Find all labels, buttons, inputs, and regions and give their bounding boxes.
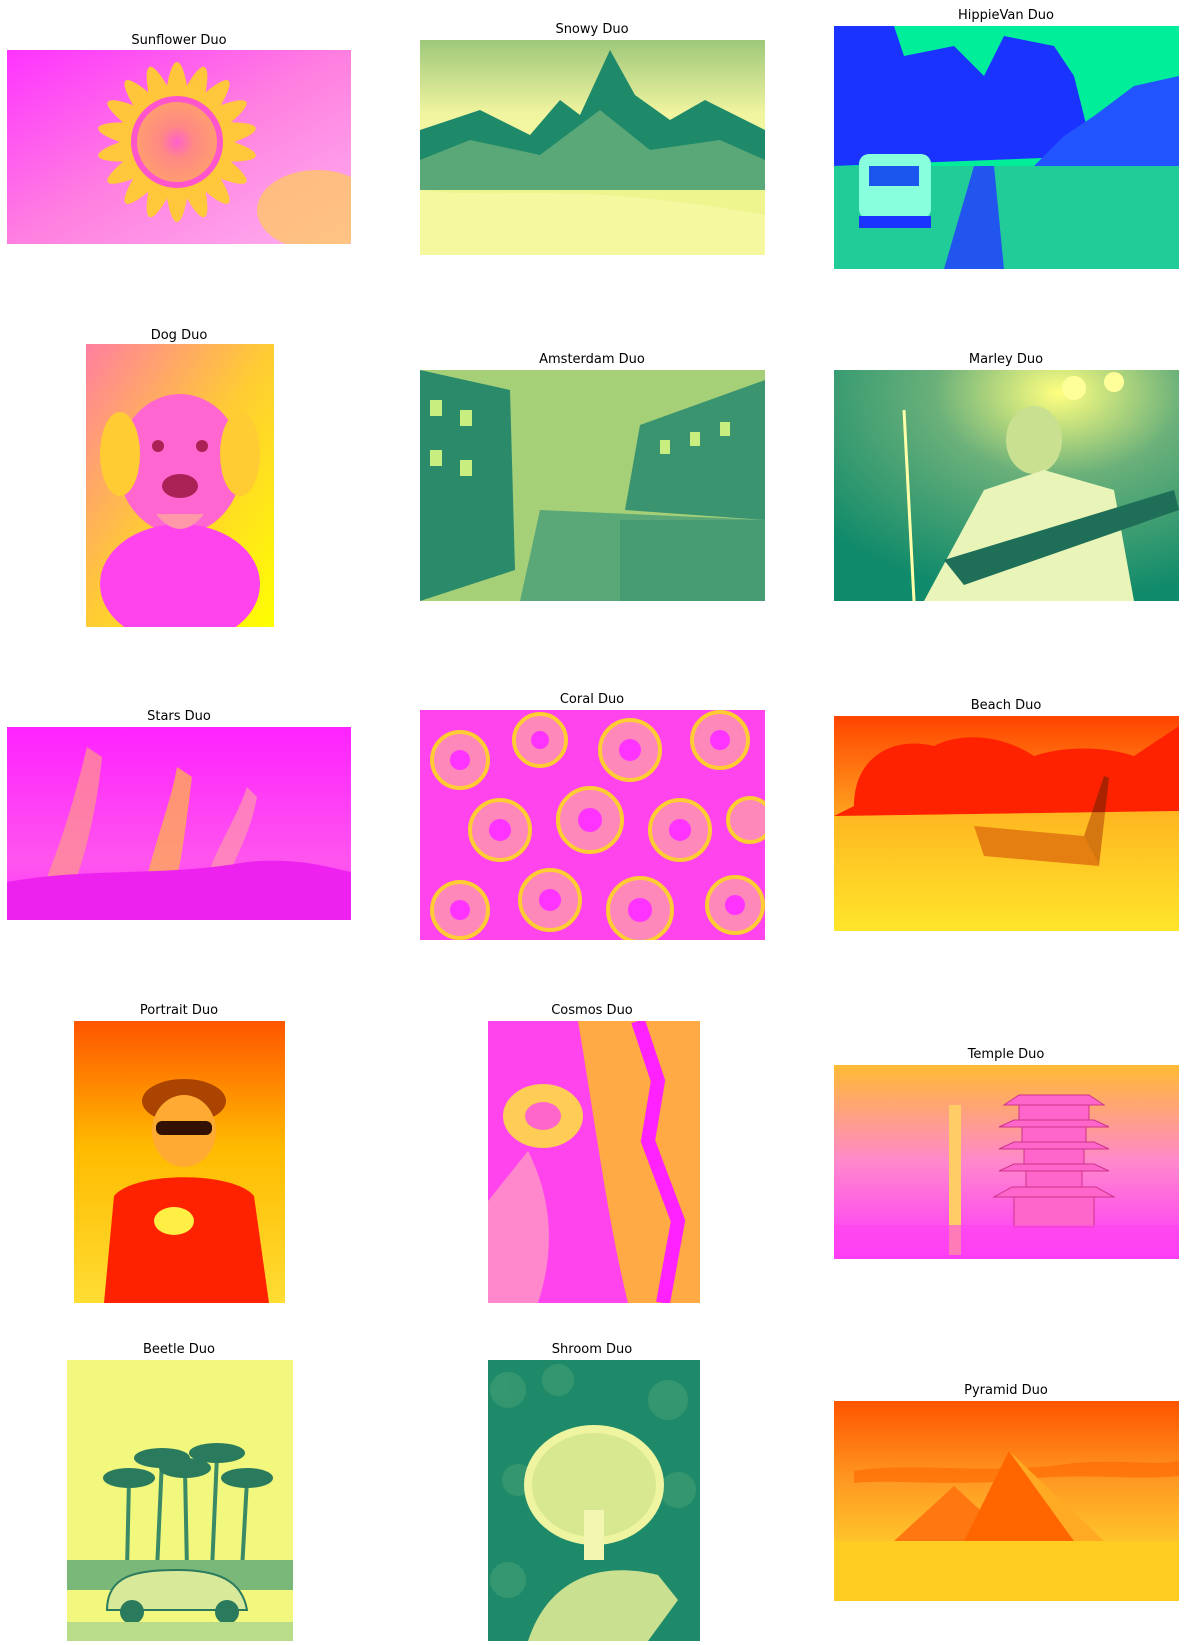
image-temple-duo (834, 1065, 1179, 1259)
panel-title-coral: Coral Duo (559, 692, 625, 707)
panel-title-beach: Beach Duo (970, 698, 1042, 713)
image-shroom-duo (488, 1360, 700, 1641)
panel-title-shroom: Shroom Duo (551, 1342, 633, 1357)
panel-title-pyramid: Pyramid Duo (964, 1383, 1048, 1398)
panel-title-marley: Marley Duo (968, 352, 1044, 367)
image-stars-duo (7, 727, 351, 920)
panel-title-dog: Dog Duo (150, 328, 208, 343)
panel-title-stars: Stars Duo (147, 709, 211, 724)
panel-title-temple: Temple Duo (967, 1047, 1045, 1062)
panel-title-amsterdam: Amsterdam Duo (539, 352, 645, 367)
image-hippievan-duo (834, 26, 1179, 269)
image-beetle-duo (67, 1360, 293, 1641)
panel-title-snowy: Snowy Duo (555, 22, 629, 37)
image-amsterdam-duo (420, 370, 765, 601)
image-pyramid-duo (834, 1401, 1179, 1601)
panel-title-cosmos: Cosmos Duo (551, 1003, 633, 1018)
image-snowy-duo (420, 40, 765, 255)
panel-title-portrait: Portrait Duo (139, 1003, 219, 1018)
image-sunflower-duo (7, 50, 351, 244)
image-marley-duo (834, 370, 1179, 601)
panel-title-hippievan: HippieVan Duo (958, 8, 1054, 23)
image-dog-duo (86, 344, 274, 627)
image-portrait-duo (74, 1021, 285, 1303)
image-coral-duo (420, 710, 765, 940)
panel-title-beetle: Beetle Duo (143, 1342, 215, 1357)
panel-title-sunflower: Sunflower Duo (131, 33, 227, 48)
image-cosmos-duo (488, 1021, 700, 1303)
image-beach-duo (834, 716, 1179, 931)
